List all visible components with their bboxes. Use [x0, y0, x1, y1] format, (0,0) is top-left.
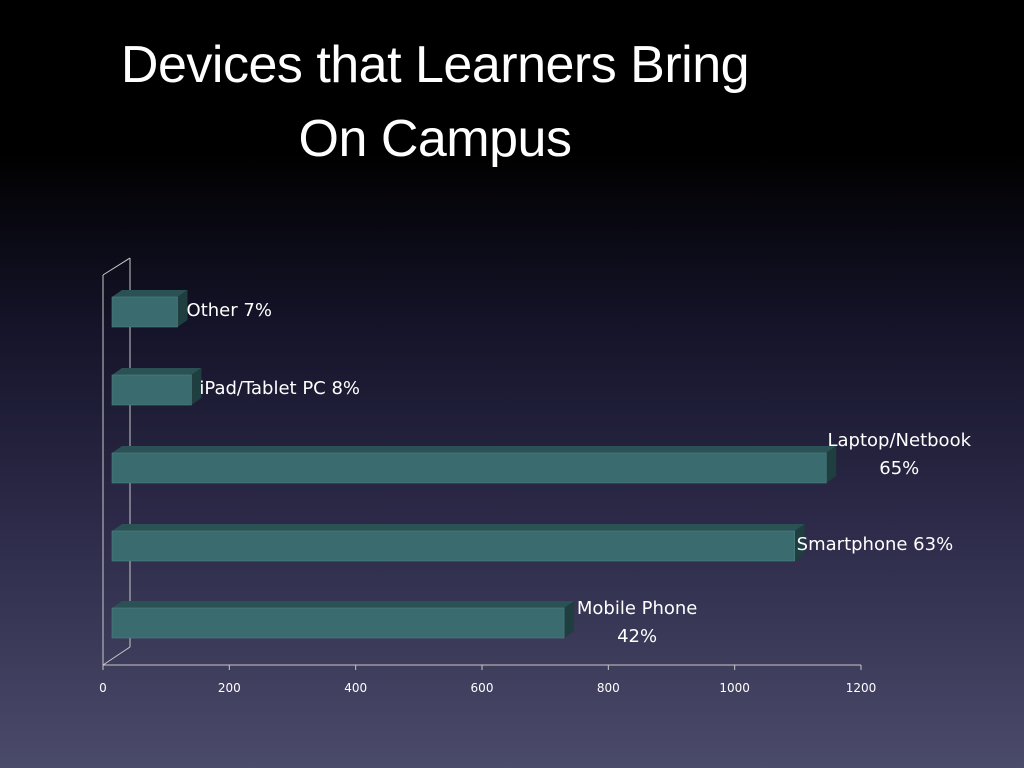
bar-front-face — [111, 452, 827, 484]
chart-data-labels: Mobile Phone 42% Smartphone 63% Laptop/Netb… — [187, 300, 972, 647]
bar — [111, 524, 805, 562]
x-tick-label: 400 — [344, 681, 367, 695]
x-tick-label: 800 — [597, 681, 620, 695]
bar-front-face — [111, 296, 178, 328]
bar-top-face — [112, 368, 202, 375]
y-axis-bottom-depth-line — [102, 646, 131, 666]
bar — [111, 290, 188, 328]
bar-top-face — [112, 446, 837, 453]
chart-title: Devices that Learners Bring On Campus — [40, 28, 830, 176]
bar-data-label: iPad/Tablet PC 8% — [199, 378, 360, 399]
bar — [111, 368, 202, 406]
bar-data-label-line: Laptop/Netbook — [827, 430, 971, 451]
chart-title-line-1: Devices that Learners Bring — [120, 36, 750, 94]
bar-top-face — [112, 290, 188, 297]
bar-data-label-line: 42% — [617, 626, 657, 647]
bar-top-face — [112, 601, 575, 608]
bar-front-face — [111, 607, 565, 639]
bar-data-label-line: iPad/Tablet PC 8% — [199, 378, 360, 399]
bar-data-label: Laptop/Netbook 65% — [827, 430, 971, 479]
x-tick-label: 600 — [471, 681, 494, 695]
chart-title-line-2: On Campus — [298, 110, 572, 168]
bar-data-label-line: Other 7% — [187, 300, 272, 321]
x-tick-label: 1200 — [846, 681, 877, 695]
bar-data-label-line: Mobile Phone — [577, 598, 698, 619]
bar-side-face — [564, 601, 575, 638]
bar-front-face — [111, 530, 795, 562]
y-axis-top-depth-line — [102, 257, 131, 276]
bar-side-face — [191, 368, 202, 405]
bar-side-face — [794, 524, 805, 561]
bar — [111, 446, 837, 484]
bar-data-label: Other 7% — [187, 300, 272, 321]
bar-data-label: Mobile Phone 42% — [577, 598, 698, 647]
bar-data-label-line: 65% — [879, 458, 919, 479]
bar-side-face — [826, 446, 837, 483]
x-tick-label: 1000 — [719, 681, 750, 695]
bar-side-face — [177, 290, 188, 327]
bar-data-label-line: Smartphone 63% — [797, 534, 954, 555]
bar-data-label: Smartphone 63% — [797, 534, 954, 555]
bar-top-face — [112, 524, 805, 531]
chart-bars — [111, 290, 837, 639]
bar — [111, 601, 575, 639]
x-tick-label: 200 — [218, 681, 241, 695]
bar-front-face — [111, 374, 192, 406]
chart-x-ticks: 0 200 400 600 800 1000 1200 — [99, 665, 876, 695]
x-tick-label: 0 — [99, 681, 107, 695]
